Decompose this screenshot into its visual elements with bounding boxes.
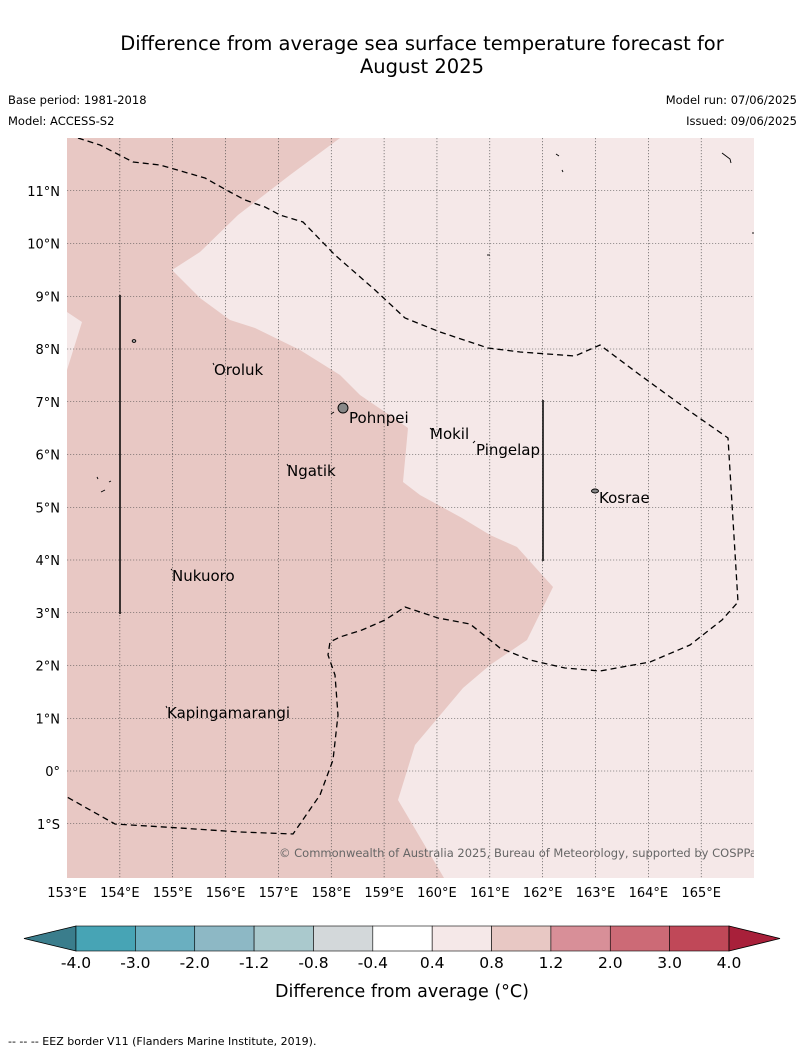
place-label-kapingamarangi: Kapingamarangi — [167, 704, 290, 722]
island-pingelap-icon — [472, 440, 476, 444]
colorbar-bin — [313, 925, 374, 952]
island-marks-north-icon — [555, 153, 564, 173]
colorbar-under-arrow — [23, 925, 77, 952]
colorbar-bin — [75, 925, 136, 952]
place-label-mokil: Mokil — [430, 425, 469, 443]
colorbar-tick: -4.0 — [61, 954, 91, 972]
colorbar-bin — [372, 925, 433, 952]
colorbar-tick: 0.4 — [420, 954, 445, 972]
anomaly-region-0.4-0.8-west — [67, 312, 82, 370]
colorbar-tick: -0.8 — [298, 954, 328, 972]
colorbar-tick: 1.2 — [539, 954, 564, 972]
island-marks-ne-icon — [721, 152, 732, 164]
latitude-label: 5°N — [36, 501, 61, 516]
island-ngatik-icon — [286, 463, 289, 467]
colorbar-tick-labels: -4.0 -3.0 -2.0 -1.2 -0.8 -0.4 0.4 0.8 1.2 2.0 3.0 4… — [61, 954, 741, 972]
latitude-label: 4°N — [36, 554, 61, 569]
island-dot-icon — [131, 339, 137, 343]
colorbar-bin — [669, 925, 730, 952]
anomaly-region-0.8-1.2 — [67, 138, 553, 878]
island-ant-icon — [330, 411, 335, 415]
base-period: Base period: 1981-2018 — [8, 93, 147, 107]
latitude-label: 1°S — [37, 818, 60, 833]
island-nukuoro-icon — [170, 568, 173, 571]
longitude-label: 163°E — [576, 886, 616, 901]
latitude-label: 6°N — [36, 449, 61, 464]
model-name: Model: ACCESS-S2 — [8, 114, 115, 128]
colorbar-bin — [550, 925, 611, 952]
place-label-pohnpei: Pohnpei — [349, 409, 409, 427]
colorbar-bin — [253, 925, 314, 952]
island-mokil-icon — [429, 427, 433, 431]
latitude-label: 8°N — [36, 343, 61, 358]
colorbar — [23, 925, 781, 952]
longitude-label: 158°E — [311, 886, 351, 901]
place-labels: Oroluk Pohnpei Mokil Pingelap Ngatik Kos… — [167, 361, 650, 722]
chart-title: Difference from average sea surface temp… — [40, 32, 804, 78]
map-area: Oroluk Pohnpei Mokil Pingelap Ngatik Kos… — [67, 138, 763, 878]
longitude-labels: 153°E 154°E 155°E 156°E 157°E 158°E 159°E 160°E… — [47, 886, 721, 901]
longitude-label: 162°E — [523, 886, 563, 901]
graticule — [67, 138, 754, 878]
title-line-2: August 2025 — [359, 55, 485, 78]
longitude-label: 164°E — [629, 886, 669, 901]
island-kosrae-icon — [591, 488, 599, 494]
eez-border-north — [67, 138, 739, 835]
colorbar-bin — [609, 925, 670, 952]
colorbar-over-arrow — [728, 925, 781, 952]
island-pohnpei-icon — [337, 402, 349, 414]
copyright-notice: © Commonwealth of Australia 2025, Bureau… — [279, 846, 763, 860]
longitude-label: 155°E — [153, 886, 193, 901]
longitude-label: 153°E — [47, 886, 87, 901]
latitude-label: 7°N — [36, 396, 61, 411]
eez-borders — [67, 138, 739, 835]
title-line-1: Difference from average sea surface temp… — [120, 32, 724, 55]
colorbar-bin — [431, 925, 492, 952]
colorbar-tick: -2.0 — [180, 954, 210, 972]
colorbar-tick: 4.0 — [717, 954, 742, 972]
latitude-labels: 11°N 10°N 9°N 8°N 7°N 6°N 5°N 4°N 3°N 2°N 1°N 0° 1°S — [27, 185, 60, 833]
colorbar-bin — [135, 925, 196, 952]
latitude-label: 3°N — [36, 607, 61, 622]
island-oroluk-icon — [212, 362, 215, 366]
longitude-label: 156°E — [206, 886, 246, 901]
latitude-label: 2°N — [36, 660, 61, 675]
colorbar-tick: -0.4 — [358, 954, 388, 972]
colorbar-tick: -1.2 — [239, 954, 269, 972]
place-label-nukuoro: Nukuoro — [172, 567, 235, 585]
latitude-label: 10°N — [27, 238, 60, 253]
colorbar-tick: 0.8 — [479, 954, 504, 972]
islands — [96, 152, 754, 709]
colorbar-title: Difference from average (°C) — [275, 982, 529, 1002]
island-marks-west-icon — [96, 476, 112, 493]
longitude-label: 161°E — [470, 886, 510, 901]
model-run: Model run: 07/06/2025 — [665, 93, 797, 107]
place-label-pingelap: Pingelap — [476, 441, 540, 459]
colorbar-tick: 2.0 — [598, 954, 623, 972]
longitude-label: 159°E — [364, 886, 404, 901]
place-label-ngatik: Ngatik — [287, 462, 336, 480]
latitude-label: 0° — [45, 765, 60, 780]
colorbar-bin — [194, 925, 255, 952]
longitude-label: 160°E — [417, 886, 457, 901]
longitude-label: 157°E — [259, 886, 299, 901]
latitude-label: 1°N — [36, 712, 61, 727]
place-label-kosrae: Kosrae — [599, 489, 650, 507]
island-kapinga-icon — [165, 705, 168, 709]
longitude-label: 154°E — [100, 886, 140, 901]
issued-date: Issued: 09/06/2025 — [686, 114, 797, 128]
colorbar-tick: -3.0 — [120, 954, 150, 972]
colorbar-bin — [491, 925, 552, 952]
colorbar-tick: 3.0 — [657, 954, 682, 972]
latitude-label: 9°N — [36, 290, 61, 305]
longitude-label: 165°E — [681, 886, 721, 901]
place-label-oroluk: Oroluk — [214, 361, 263, 379]
latitude-label: 11°N — [27, 185, 60, 200]
eez-footnote: -- -- -- EEZ border V11 (Flanders Marine… — [8, 1035, 317, 1048]
